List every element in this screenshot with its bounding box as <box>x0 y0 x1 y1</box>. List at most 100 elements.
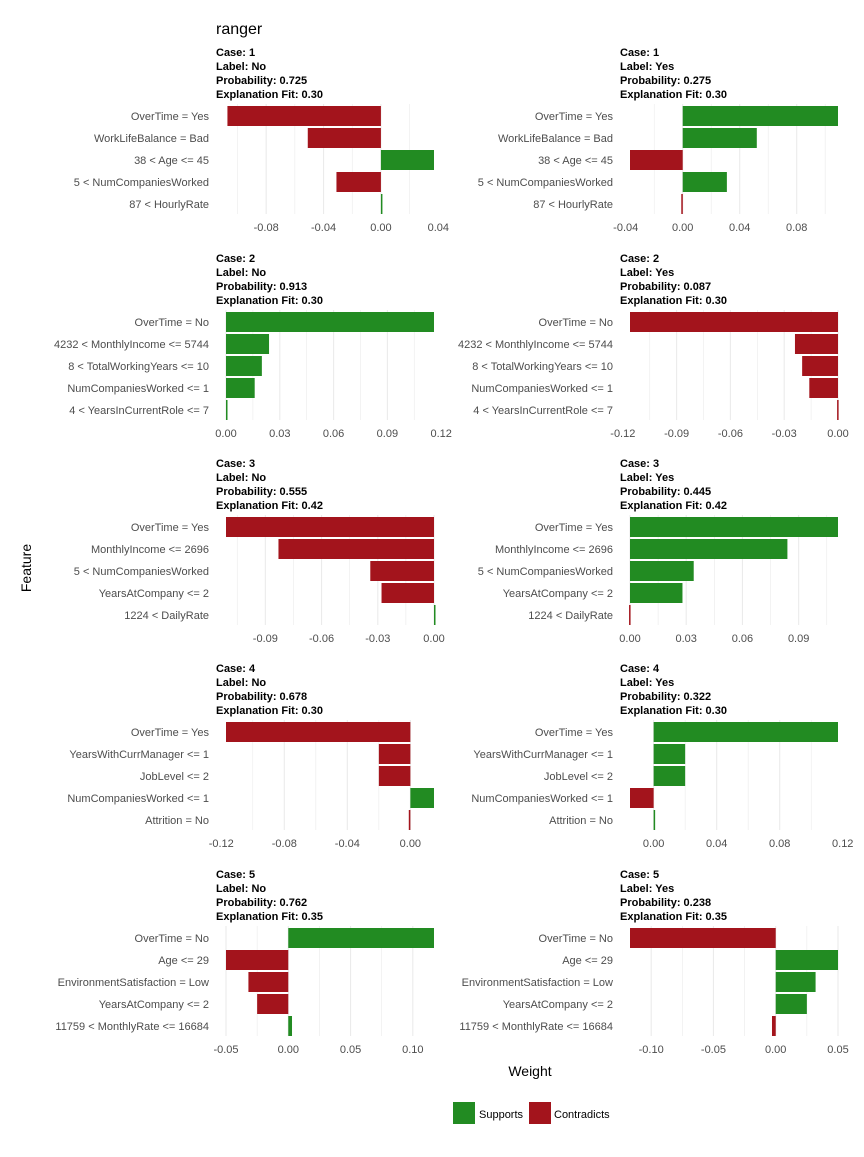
bar <box>227 106 381 126</box>
panel-header-line: Probability: 0.445 <box>620 486 711 498</box>
feature-label: 38 < Age <= 45 <box>538 155 613 167</box>
bar <box>630 312 838 332</box>
panel-header-line: Probability: 0.762 <box>216 897 307 909</box>
panel-header-line: Explanation Fit: 0.30 <box>216 705 323 717</box>
legend-label-supports: Supports <box>479 1109 524 1121</box>
panel-header-line: Explanation Fit: 0.35 <box>620 911 727 923</box>
x-tick-label: -0.03 <box>365 633 390 645</box>
feature-label: NumCompaniesWorked <= 1 <box>67 383 209 395</box>
bar <box>682 172 727 192</box>
bar <box>288 928 434 948</box>
x-tick-label: -0.09 <box>664 428 689 440</box>
panel-header-line: Probability: 0.678 <box>216 691 307 703</box>
x-tick-label: -0.04 <box>613 222 638 234</box>
feature-label: OverTime = Yes <box>131 522 210 534</box>
bar <box>378 744 411 764</box>
feature-label: YearsAtCompany <= 2 <box>503 588 613 600</box>
panel-header-line: Probability: 0.238 <box>620 897 711 909</box>
x-tick-label: 0.00 <box>619 633 640 645</box>
bar <box>771 1016 776 1036</box>
legend-label-contradicts: Contradicts <box>554 1109 610 1121</box>
panel-header-line: Explanation Fit: 0.30 <box>620 705 727 717</box>
feature-label: YearsAtCompany <= 2 <box>99 588 209 600</box>
panel-header-line: Probability: 0.555 <box>216 486 307 498</box>
feature-label: OverTime = No <box>135 317 209 329</box>
x-tick-label: -0.08 <box>272 838 297 850</box>
x-tick-label: 0.03 <box>269 428 290 440</box>
bar <box>380 194 383 214</box>
panel-header-line: Probability: 0.725 <box>216 75 307 87</box>
feature-label: JobLevel <= 2 <box>544 771 613 783</box>
bar <box>653 744 686 764</box>
x-tick-label: 0.06 <box>323 428 344 440</box>
panel-header-line: Case: 2 <box>620 253 659 265</box>
bar <box>226 334 270 354</box>
panel-header-line: Explanation Fit: 0.42 <box>620 500 727 512</box>
panel-case-2-yes: Case: 2 Label: Yes Probability: 0.087 Expla… <box>458 253 849 440</box>
x-tick-label: 0.09 <box>377 428 398 440</box>
bar <box>278 539 434 559</box>
feature-label: 11759 < MonthlyRate <= 16684 <box>55 1021 209 1033</box>
bar <box>630 517 838 537</box>
legend: Supports Contradicts <box>453 1102 610 1124</box>
x-tick-label: 0.00 <box>215 428 236 440</box>
feature-label: WorkLifeBalance = Bad <box>94 133 209 145</box>
panel-case-3-yes: Case: 3 Label: Yes Probability: 0.445 Expla… <box>478 458 838 645</box>
panel-header-line: Label: Yes <box>620 267 674 279</box>
panel-case-1-no: Case: 1 Label: No Probability: 0.725 Explan… <box>74 47 449 234</box>
feature-label: EnvironmentSatisfaction = Low <box>462 977 613 989</box>
feature-label: 5 < NumCompaniesWorked <box>74 566 209 578</box>
bar <box>653 722 838 742</box>
feature-label: YearsWithCurrManager <= 1 <box>473 749 613 761</box>
x-tick-label: 0.00 <box>672 222 693 234</box>
bar <box>378 766 411 786</box>
feature-label: YearsAtCompany <= 2 <box>99 999 209 1011</box>
x-tick-label: -0.03 <box>772 428 797 440</box>
bar <box>837 400 839 420</box>
feature-label: 87 < HourlyRate <box>129 199 209 211</box>
feature-label: OverTime = Yes <box>131 727 210 739</box>
bar <box>226 378 255 398</box>
panel-header-line: Case: 3 <box>216 458 255 470</box>
panel-header-line: Case: 5 <box>620 869 659 881</box>
x-axis-label: Weight <box>508 1063 551 1079</box>
feature-label: 5 < NumCompaniesWorked <box>74 177 209 189</box>
x-tick-label: 0.00 <box>643 838 664 850</box>
bar <box>257 994 289 1014</box>
bar <box>336 172 381 192</box>
bar <box>370 561 434 581</box>
x-tick-label: -0.08 <box>254 222 279 234</box>
panel-header-line: Label: Yes <box>620 677 674 689</box>
x-tick-label: 0.09 <box>788 633 809 645</box>
bar <box>630 583 683 603</box>
feature-label: NumCompaniesWorked <= 1 <box>471 793 613 805</box>
bar <box>682 106 838 126</box>
feature-label: OverTime = Yes <box>535 727 614 739</box>
feature-label: 8 < TotalWorkingYears <= 10 <box>68 361 209 373</box>
x-tick-label: 0.08 <box>769 838 790 850</box>
panel-header-line: Label: No <box>216 267 266 279</box>
feature-label: MonthlyIncome <= 2696 <box>495 544 613 556</box>
feature-label: 4 < YearsInCurrentRole <= 7 <box>473 405 613 417</box>
x-tick-label: 0.04 <box>706 838 727 850</box>
panel-header-line: Explanation Fit: 0.35 <box>216 911 323 923</box>
feature-label: 38 < Age <= 45 <box>134 155 209 167</box>
feature-label: OverTime = No <box>539 317 613 329</box>
x-tick-label: -0.09 <box>253 633 278 645</box>
feature-label: Attrition = No <box>549 815 613 827</box>
panel-case-1-yes: Case: 1 Label: Yes Probability: 0.275 Expla… <box>478 47 838 234</box>
panel-case-5-no: Case: 5 Label: No Probability: 0.762 Explan… <box>55 869 434 1056</box>
feature-label: OverTime = No <box>135 933 209 945</box>
bar <box>248 972 289 992</box>
panel-case-2-no: Case: 2 Label: No Probability: 0.913 Explan… <box>54 253 452 440</box>
x-tick-label: 0.00 <box>423 633 444 645</box>
x-tick-label: 0.00 <box>400 838 421 850</box>
bar <box>629 605 631 625</box>
panel-header-line: Label: Yes <box>620 883 674 895</box>
feature-label: 11759 < MonthlyRate <= 16684 <box>459 1021 613 1033</box>
x-tick-label: -0.12 <box>209 838 234 850</box>
panel-header-line: Probability: 0.087 <box>620 281 711 293</box>
feature-label: NumCompaniesWorked <= 1 <box>67 793 209 805</box>
feature-label: YearsWithCurrManager <= 1 <box>69 749 209 761</box>
